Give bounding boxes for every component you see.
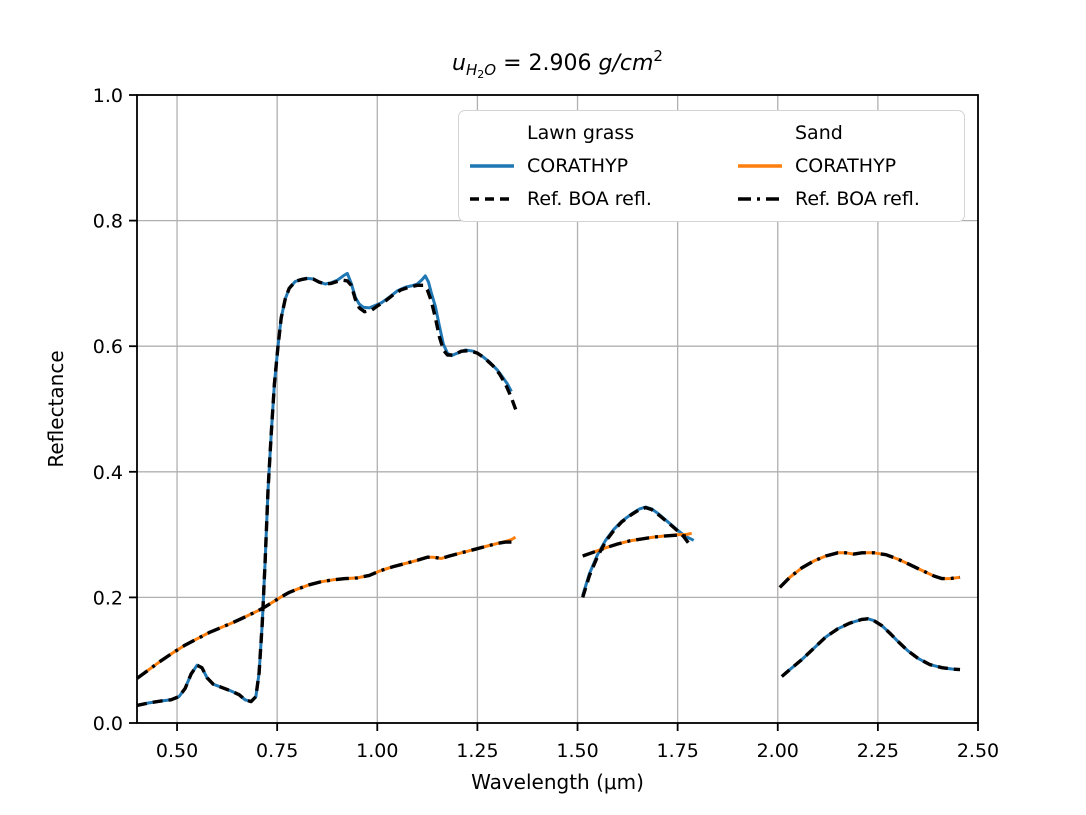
axes-spines <box>136 94 979 724</box>
legend-header-row: Sand <box>737 116 964 149</box>
legend-line-sand-corathyp <box>737 162 783 170</box>
series-sand-ref-boa <box>778 551 961 589</box>
legend-label-sand-ref: Ref. BOA refl. <box>795 188 920 211</box>
series-sand-corathyp <box>136 535 517 680</box>
y-tick-label: 0.0 <box>93 713 123 735</box>
x-tick-label: 2.00 <box>757 740 799 762</box>
x-tick-label: 2.50 <box>957 740 999 762</box>
legend-line-lawn-grass-corathyp <box>469 162 515 170</box>
legend-label-lawn-grass-corathyp: CORATHYP <box>527 154 629 177</box>
legend-entry: CORATHYP <box>737 149 964 182</box>
legend-column-lawn-grass: Lawn grass CORATHYP Ref. BOA refl. <box>469 116 737 216</box>
series-sand-corathyp <box>778 551 961 589</box>
series-sand-ref-boa <box>135 540 514 680</box>
x-tick-label: 0.50 <box>156 740 198 762</box>
series-lawn-grass-corathyp <box>780 617 961 678</box>
y-tick-label: 0.6 <box>93 336 123 358</box>
legend-column-sand: Sand CORATHYP Ref. BOA refl. <box>737 116 964 216</box>
y-tick-label: 0.2 <box>93 587 123 609</box>
legend: Lawn grass CORATHYP Ref. BOA refl. Sand <box>458 110 965 222</box>
series-sand-ref-boa <box>582 533 690 558</box>
series-lawn-grass-ref-boa <box>780 617 961 678</box>
legend-header-lawn-grass: Lawn grass <box>527 121 635 144</box>
y-axis-label: Reflectance <box>44 350 68 468</box>
legend-entry: Ref. BOA refl. <box>469 183 737 216</box>
series-lawn-grass-ref-boa <box>136 276 519 708</box>
x-tick-label: 1.75 <box>656 740 698 762</box>
title-value: = 2.906 <box>503 51 592 76</box>
x-axis-label: Wavelength (μm) <box>471 770 644 794</box>
legend-header-sand: Sand <box>795 121 843 144</box>
legend-header-row: Lawn grass <box>469 116 737 149</box>
title-unit: g/cm <box>598 51 654 76</box>
legend-label-sand-corathyp: CORATHYP <box>795 154 897 177</box>
y-tick-label: 1.0 <box>93 85 123 107</box>
x-tick-label: 1.00 <box>356 740 398 762</box>
x-tick-label: 1.50 <box>556 740 598 762</box>
y-tick-label: 0.4 <box>93 462 123 484</box>
legend-handle-spacer <box>469 129 515 137</box>
chart-title: uH2O = 2.906 g/cm2 <box>137 47 978 81</box>
title-exponent: 2 <box>653 47 663 65</box>
title-variable: u <box>452 51 466 76</box>
y-tick-label: 0.8 <box>93 211 123 233</box>
legend-handle-spacer <box>737 129 783 137</box>
x-tick-label: 1.25 <box>456 740 498 762</box>
legend-line-lawn-grass-ref <box>469 195 515 203</box>
legend-label-lawn-grass-ref: Ref. BOA refl. <box>527 188 652 211</box>
legend-entry: CORATHYP <box>469 149 737 182</box>
x-tick-label: 2.25 <box>857 740 899 762</box>
legend-entry: Ref. BOA refl. <box>737 183 964 216</box>
title-subscript: H2O <box>465 61 497 81</box>
x-tick-label: 0.75 <box>256 740 298 762</box>
legend-line-sand-ref <box>737 195 783 203</box>
